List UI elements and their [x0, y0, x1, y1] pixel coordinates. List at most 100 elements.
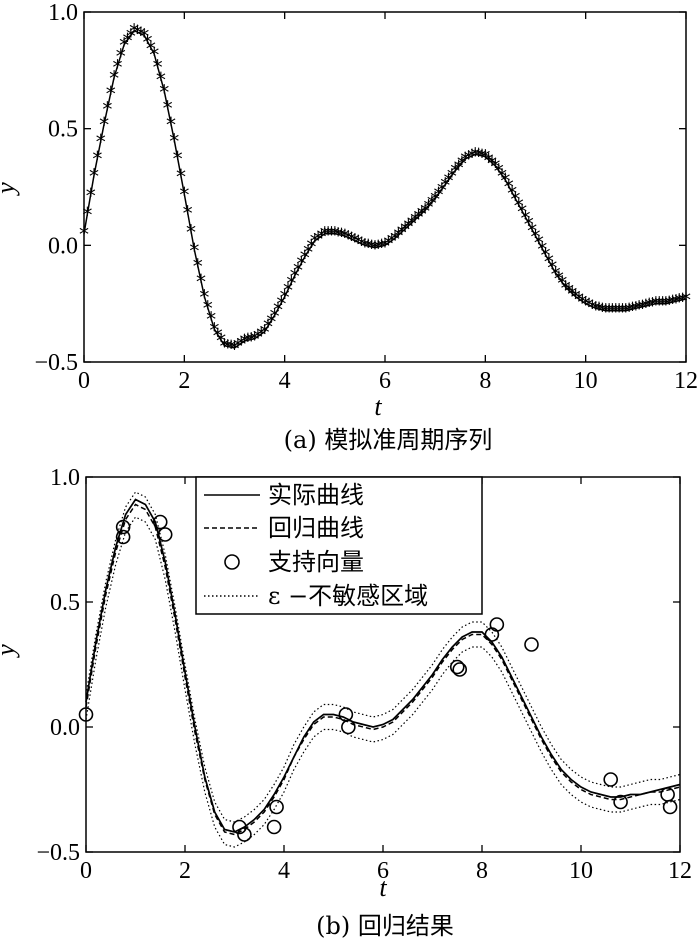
chart-a-data-point: *: [290, 265, 300, 289]
chart-b-support-vector: [452, 662, 468, 677]
legend-swatch-support-vector: [224, 554, 240, 570]
chart-a-data-point: *: [654, 293, 664, 317]
chart-b-xtick-label: 6: [377, 858, 389, 884]
chart-a-data-point: *: [266, 310, 276, 334]
chart-b-support-vector: [157, 527, 173, 542]
chart-a-data-point: *: [597, 299, 607, 323]
chart-a-data-point: *: [547, 256, 557, 280]
chart-a-data-point: *: [467, 145, 477, 169]
chart-a-data-point: *: [587, 296, 597, 320]
chart-a-data-point: *: [270, 304, 280, 328]
chart-a-data-point: *: [638, 296, 648, 320]
chart-a-data-point: *: [310, 230, 320, 254]
legend-label-actual: 实际曲线: [268, 481, 364, 509]
chart-b-ytick-label: 0.0: [50, 715, 80, 741]
chart-a-data-point: *: [323, 223, 333, 247]
chart-a-data-point: *: [417, 202, 427, 226]
chart-a-data-point: *: [79, 223, 89, 247]
chart-a-data-point: *: [524, 213, 534, 237]
chart-b-ticks: 0 2 4 6 8 10 12 −0.5 0.0 0.5 1.0: [36, 465, 692, 884]
chart-a-data-point: *: [159, 80, 169, 104]
chart-a-data-point: *: [243, 329, 253, 353]
chart-a-data-point: *: [216, 329, 226, 353]
chart-a-xtick-label: 10: [574, 368, 598, 394]
chart-a-data-point: *: [186, 220, 196, 244]
chart-b-ytick-label: −0.5: [36, 840, 80, 866]
chart-a-xtick-label: 6: [379, 368, 391, 394]
chart-a-data-point: *: [233, 335, 243, 359]
chart-b-xtick-label: 0: [80, 858, 92, 884]
chart-a-data-point: *: [380, 234, 390, 258]
legend-box: [195, 476, 483, 615]
chart-a-data-point: *: [477, 145, 487, 169]
chart-b-caption: (b) 回归结果: [316, 912, 454, 940]
chart-a-data-point: *: [199, 286, 209, 310]
chart-a-data-point: *: [387, 230, 397, 254]
chart-b-xtick-label: 12: [668, 858, 692, 884]
chart-a-data-point: *: [450, 160, 460, 184]
chart-a-data-point: *: [102, 97, 112, 121]
chart-a-data-point: *: [377, 235, 387, 259]
chart-b-support-vector: [449, 659, 465, 675]
chart-a-data-point: *: [514, 194, 524, 218]
chart-a-data-point: *: [253, 325, 263, 349]
chart-a-xtick-label: 8: [479, 368, 491, 394]
chart-a-data-point: *: [544, 250, 554, 274]
chart-a-data-point: *: [263, 315, 273, 339]
chart-a-data-point: *: [146, 37, 156, 61]
chart-a-data-point: *: [133, 21, 143, 45]
chart-a-ytick-label: −0.5: [34, 350, 78, 376]
chart-a-data-point: *: [457, 152, 467, 176]
chart-b-support-vector: [152, 514, 168, 530]
chart-a-data-point: *: [444, 169, 454, 193]
chart-a-data-point: *: [614, 300, 624, 324]
chart-b-legend: 实际曲线 回归曲线 支持向量 ε −不敏感区域: [195, 476, 483, 615]
chart-b-support-vector: [78, 707, 94, 722]
chart-a-data-point: *: [82, 203, 92, 227]
chart-a-data-point: *: [464, 146, 474, 170]
chart-b-actual-line: [85, 498, 681, 833]
chart-a-data-point: *: [109, 66, 119, 90]
chart-b-support-vector: [115, 519, 131, 535]
chart-a-data-point: *: [353, 231, 363, 255]
chart-a-data-point: *: [337, 224, 347, 248]
chart-a-xlabel: t: [374, 392, 382, 421]
chart-b-support-vector: [660, 787, 675, 802]
chart-a-data-point: *: [122, 29, 132, 53]
chart-b-support-vector: [266, 819, 282, 835]
chart-a-data-point: *: [149, 43, 159, 67]
chart-a-data-point: *: [196, 270, 206, 294]
chart-a-data-point: *: [454, 156, 464, 180]
chart-a-data-point: *: [333, 223, 343, 247]
chart-a-data-point: *: [420, 199, 430, 223]
chart-b-support-vector: [338, 707, 354, 722]
chart-a-data-point: *: [326, 223, 336, 247]
chart-a-data-point: *: [250, 328, 260, 352]
chart-a-data-point: *: [189, 239, 199, 263]
chart-a-data-point: *: [434, 183, 444, 207]
legend-label-regression: 回归曲线: [268, 514, 364, 542]
legend-label-epsilon: ε −不敏感区域: [268, 582, 428, 610]
chart-a-data-point: *: [403, 215, 413, 239]
chart-a-data-point: *: [520, 206, 530, 230]
chart-a-data-point: *: [410, 209, 420, 233]
chart-a-xtick-label: 4: [279, 368, 291, 394]
chart-a-data-point: *: [273, 298, 283, 322]
chart-a-data-point: *: [497, 164, 507, 188]
chart-a-data-point: *: [203, 297, 213, 321]
chart-a-data-point: *: [641, 295, 651, 319]
chart-a-data-point: *: [551, 262, 561, 286]
chart-a-data-point: *: [407, 212, 417, 236]
chart-a-data-point: *: [393, 224, 403, 248]
chart-a-data-point: *: [447, 164, 457, 188]
chart-a-data-point: *: [367, 236, 377, 260]
chart-a-data-point: *: [246, 328, 256, 352]
chart-b-support-vector: [489, 617, 505, 632]
chart-a-data-point: *: [484, 149, 494, 173]
chart-b-support-vector: [524, 637, 539, 652]
chart-b-support-vectors: [78, 514, 678, 842]
chart-b-xtick-label: 2: [179, 858, 191, 884]
chart-a-data-point: *: [437, 178, 447, 202]
chart-a-xtick-label: 2: [178, 368, 190, 394]
